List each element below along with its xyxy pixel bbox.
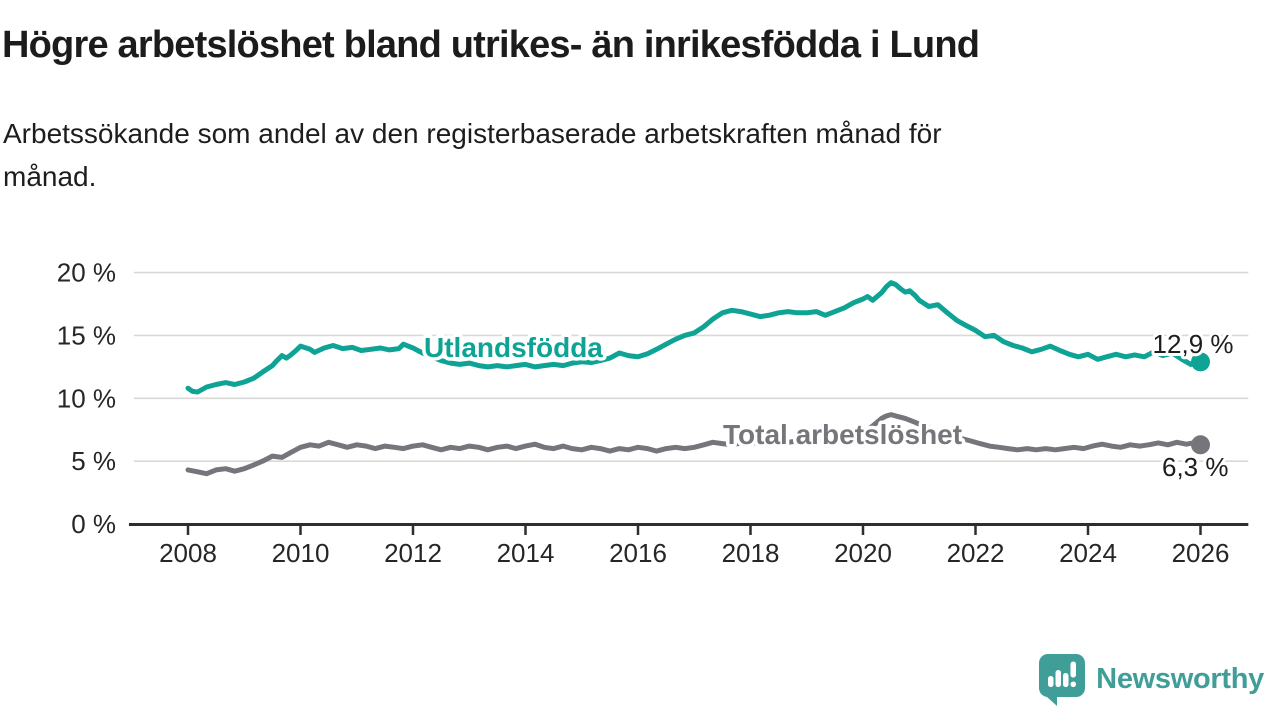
x-tick-label: 2018 (722, 538, 780, 568)
x-tick-label: 2014 (497, 538, 555, 568)
x-tick-label: 2010 (272, 538, 330, 568)
x-tick-label: 2026 (1172, 538, 1230, 568)
end-value-label-total: 6,3 % (1162, 452, 1229, 482)
y-tick-label: 5 % (71, 446, 116, 476)
y-tick-label: 15 % (57, 320, 116, 350)
subtitle-line-1: Arbetssökande som andel av den registerb… (3, 118, 942, 149)
x-tick-label: 2022 (947, 538, 1005, 568)
y-tick-label: 10 % (57, 383, 116, 413)
x-tick-label: 2024 (1059, 538, 1117, 568)
x-tick-label: 2012 (384, 538, 442, 568)
series-label-utlandsfodda: Utlandsfödda (424, 332, 603, 363)
subtitle-line-2: månad. (3, 161, 97, 192)
series-end-dot-utlandsfodda (1191, 352, 1210, 372)
y-tick-label: 0 % (71, 509, 116, 539)
page-subtitle: Arbetssökande som andel av den registerb… (3, 112, 942, 198)
series-label-total: Total arbetslöshet (723, 419, 962, 450)
newsworthy-logo-text: Newsworthy (1096, 663, 1264, 695)
x-tick-label: 2020 (834, 538, 892, 568)
series-line-total (185, 412, 1203, 477)
page-title: Högre arbetslöshet bland utrikes- än inr… (2, 24, 980, 66)
x-tick-label: 2016 (609, 538, 667, 568)
newsworthy-logo[interactable]: Newsworthy (1038, 653, 1264, 706)
series-end-dot-total (1191, 435, 1210, 455)
x-tick-label: 2008 (159, 538, 217, 568)
y-tick-label: 20 % (57, 258, 116, 288)
end-value-label-utlandsfodda: 12,9 % (1153, 329, 1234, 359)
series-line-utlandsfodda (185, 280, 1203, 395)
newsworthy-bars-icon (1039, 654, 1086, 706)
